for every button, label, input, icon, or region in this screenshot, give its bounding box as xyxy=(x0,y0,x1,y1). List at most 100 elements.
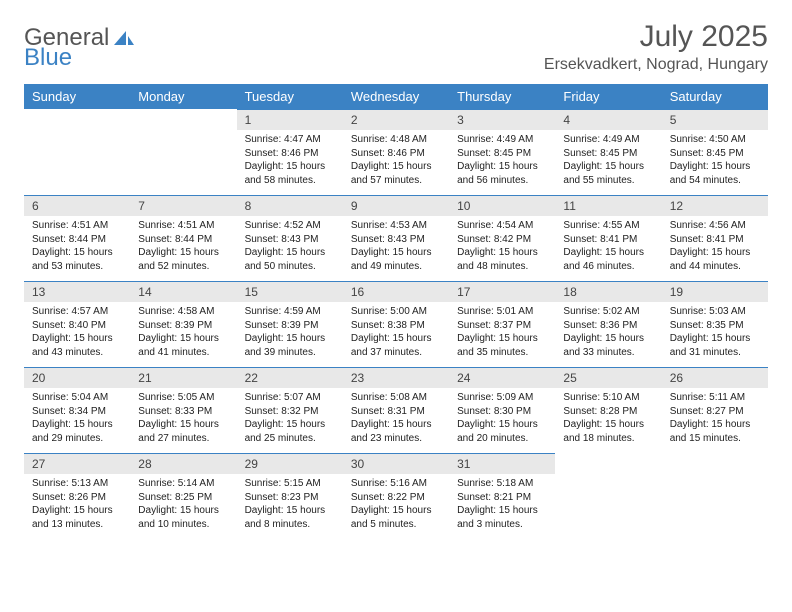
dayhead-saturday: Saturday xyxy=(662,84,768,109)
day-number: 28 xyxy=(130,453,236,474)
sunrise-text: Sunrise: 5:01 AM xyxy=(457,305,547,319)
header: General July 2025 Ersekvadkert, Nograd, … xyxy=(24,20,768,74)
day-number: 12 xyxy=(662,195,768,216)
sunrise-text: Sunrise: 5:00 AM xyxy=(351,305,441,319)
calendar-cell xyxy=(24,109,130,195)
sunrise-text: Sunrise: 4:50 AM xyxy=(670,133,760,147)
day-number: 31 xyxy=(449,453,555,474)
sunrise-text: Sunrise: 4:53 AM xyxy=(351,219,441,233)
day-body: Sunrise: 4:55 AMSunset: 8:41 PMDaylight:… xyxy=(555,216,661,279)
logo-text-2: Blue xyxy=(24,44,72,72)
calendar-cell: 29Sunrise: 5:15 AMSunset: 8:23 PMDayligh… xyxy=(237,453,343,537)
sunset-text: Sunset: 8:44 PM xyxy=(32,233,122,247)
calendar-cell: 16Sunrise: 5:00 AMSunset: 8:38 PMDayligh… xyxy=(343,281,449,367)
calendar-table: Sunday Monday Tuesday Wednesday Thursday… xyxy=(24,84,768,537)
dayhead-thursday: Thursday xyxy=(449,84,555,109)
calendar-cell: 13Sunrise: 4:57 AMSunset: 8:40 PMDayligh… xyxy=(24,281,130,367)
daylight-text: Daylight: 15 hours and 53 minutes. xyxy=(32,246,122,273)
daylight-text: Daylight: 15 hours and 41 minutes. xyxy=(138,332,228,359)
calendar-cell: 6 Sunrise: 4:51 AMSunset: 8:44 PMDaylight… xyxy=(24,195,130,281)
sunrise-text: Sunrise: 4:51 AM xyxy=(32,219,122,233)
day-number: 19 xyxy=(662,281,768,302)
day-body: Sunrise: 5:13 AMSunset: 8:26 PMDaylight:… xyxy=(24,474,130,537)
sunrise-text: Sunrise: 4:49 AM xyxy=(563,133,653,147)
calendar-cell: 30Sunrise: 5:16 AMSunset: 8:22 PMDayligh… xyxy=(343,453,449,537)
day-number: 3 xyxy=(449,109,555,130)
sunrise-text: Sunrise: 5:18 AM xyxy=(457,477,547,491)
daylight-text: Daylight: 15 hours and 43 minutes. xyxy=(32,332,122,359)
sunrise-text: Sunrise: 5:14 AM xyxy=(138,477,228,491)
sunset-text: Sunset: 8:46 PM xyxy=(245,147,335,161)
daylight-text: Daylight: 15 hours and 25 minutes. xyxy=(245,418,335,445)
day-number: 5 xyxy=(662,109,768,130)
day-body: Sunrise: 5:00 AMSunset: 8:38 PMDaylight:… xyxy=(343,302,449,365)
sunrise-text: Sunrise: 4:55 AM xyxy=(563,219,653,233)
day-number: 24 xyxy=(449,367,555,388)
calendar-cell: 2Sunrise: 4:48 AMSunset: 8:46 PMDaylight… xyxy=(343,109,449,195)
day-body: Sunrise: 5:08 AMSunset: 8:31 PMDaylight:… xyxy=(343,388,449,451)
sunset-text: Sunset: 8:39 PM xyxy=(245,319,335,333)
day-body: Sunrise: 4:57 AMSunset: 8:40 PMDaylight:… xyxy=(24,302,130,365)
daylight-text: Daylight: 15 hours and 56 minutes. xyxy=(457,160,547,187)
sunset-text: Sunset: 8:41 PM xyxy=(563,233,653,247)
calendar-cell: 7Sunrise: 4:51 AMSunset: 8:44 PMDaylight… xyxy=(130,195,236,281)
day-body: Sunrise: 5:10 AMSunset: 8:28 PMDaylight:… xyxy=(555,388,661,451)
sunrise-text: Sunrise: 5:08 AM xyxy=(351,391,441,405)
day-body: Sunrise: 4:56 AMSunset: 8:41 PMDaylight:… xyxy=(662,216,768,279)
daylight-text: Daylight: 15 hours and 10 minutes. xyxy=(138,504,228,531)
sunset-text: Sunset: 8:43 PM xyxy=(245,233,335,247)
day-number: 14 xyxy=(130,281,236,302)
day-number: 26 xyxy=(662,367,768,388)
daylight-text: Daylight: 15 hours and 27 minutes. xyxy=(138,418,228,445)
day-body: Sunrise: 4:51 AMSunset: 8:44 PMDaylight:… xyxy=(130,216,236,279)
calendar-cell: 3Sunrise: 4:49 AMSunset: 8:45 PMDaylight… xyxy=(449,109,555,195)
calendar-week: 27Sunrise: 5:13 AMSunset: 8:26 PMDayligh… xyxy=(24,453,768,537)
day-body: Sunrise: 4:52 AMSunset: 8:43 PMDaylight:… xyxy=(237,216,343,279)
sunrise-text: Sunrise: 5:11 AM xyxy=(670,391,760,405)
calendar-cell: 19Sunrise: 5:03 AMSunset: 8:35 PMDayligh… xyxy=(662,281,768,367)
sunset-text: Sunset: 8:22 PM xyxy=(351,491,441,505)
dayhead-monday: Monday xyxy=(130,84,236,109)
sunrise-text: Sunrise: 4:47 AM xyxy=(245,133,335,147)
daylight-text: Daylight: 15 hours and 20 minutes. xyxy=(457,418,547,445)
dayhead-wednesday: Wednesday xyxy=(343,84,449,109)
calendar-cell: 24Sunrise: 5:09 AMSunset: 8:30 PMDayligh… xyxy=(449,367,555,453)
calendar-cell: 28Sunrise: 5:14 AMSunset: 8:25 PMDayligh… xyxy=(130,453,236,537)
day-number: 1 xyxy=(237,109,343,130)
sunrise-text: Sunrise: 5:10 AM xyxy=(563,391,653,405)
sunset-text: Sunset: 8:30 PM xyxy=(457,405,547,419)
sunrise-text: Sunrise: 4:56 AM xyxy=(670,219,760,233)
day-body: Sunrise: 4:49 AMSunset: 8:45 PMDaylight:… xyxy=(449,130,555,193)
daylight-text: Daylight: 15 hours and 3 minutes. xyxy=(457,504,547,531)
day-body: Sunrise: 5:03 AMSunset: 8:35 PMDaylight:… xyxy=(662,302,768,365)
daylight-text: Daylight: 15 hours and 33 minutes. xyxy=(563,332,653,359)
day-number: 16 xyxy=(343,281,449,302)
day-body: Sunrise: 5:05 AMSunset: 8:33 PMDaylight:… xyxy=(130,388,236,451)
sunset-text: Sunset: 8:45 PM xyxy=(457,147,547,161)
sunrise-text: Sunrise: 5:02 AM xyxy=(563,305,653,319)
sunset-text: Sunset: 8:45 PM xyxy=(670,147,760,161)
sunrise-text: Sunrise: 4:58 AM xyxy=(138,305,228,319)
calendar-cell: 12Sunrise: 4:56 AMSunset: 8:41 PMDayligh… xyxy=(662,195,768,281)
daylight-text: Daylight: 15 hours and 23 minutes. xyxy=(351,418,441,445)
calendar-cell xyxy=(662,453,768,537)
day-body: Sunrise: 5:07 AMSunset: 8:32 PMDaylight:… xyxy=(237,388,343,451)
sunrise-text: Sunrise: 4:59 AM xyxy=(245,305,335,319)
day-body: Sunrise: 5:18 AMSunset: 8:21 PMDaylight:… xyxy=(449,474,555,537)
day-number: 21 xyxy=(130,367,236,388)
month-title: July 2025 xyxy=(544,20,768,54)
sunset-text: Sunset: 8:28 PM xyxy=(563,405,653,419)
day-number: 6 xyxy=(24,195,130,216)
daylight-text: Daylight: 15 hours and 37 minutes. xyxy=(351,332,441,359)
day-number: 27 xyxy=(24,453,130,474)
day-body: Sunrise: 5:14 AMSunset: 8:25 PMDaylight:… xyxy=(130,474,236,537)
sunset-text: Sunset: 8:36 PM xyxy=(563,319,653,333)
daylight-text: Daylight: 15 hours and 49 minutes. xyxy=(351,246,441,273)
calendar-cell xyxy=(555,453,661,537)
sunset-text: Sunset: 8:31 PM xyxy=(351,405,441,419)
dayhead-tuesday: Tuesday xyxy=(237,84,343,109)
daylight-text: Daylight: 15 hours and 50 minutes. xyxy=(245,246,335,273)
sunrise-text: Sunrise: 4:48 AM xyxy=(351,133,441,147)
daylight-text: Daylight: 15 hours and 39 minutes. xyxy=(245,332,335,359)
sunset-text: Sunset: 8:44 PM xyxy=(138,233,228,247)
